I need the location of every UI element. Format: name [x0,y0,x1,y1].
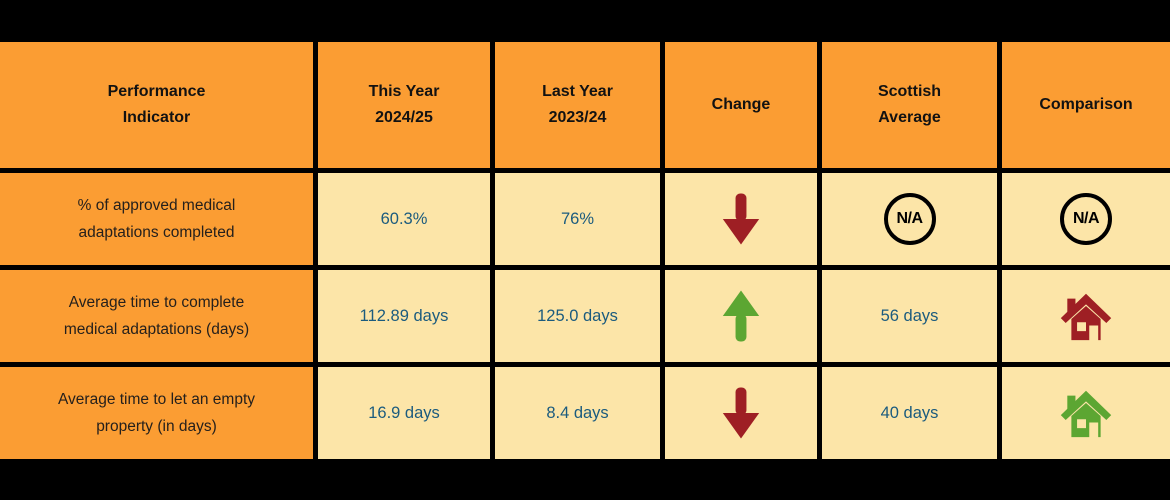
metric-value: 56 days [880,306,939,325]
indicator-cell: Average time to let an empty property (i… [0,367,313,459]
header-label: Change [711,96,771,113]
metric-value: 40 days [880,403,939,422]
metric-value: 8.4 days [546,403,609,422]
last-year-cell: 125.0 days [495,270,660,362]
header-label: Last Year 2023/24 [542,83,613,126]
header-label: Comparison [1039,96,1133,113]
header-last-year: Last Year 2023/24 [495,42,660,168]
change-cell [665,270,817,362]
na-badge-icon: N/A [883,193,936,245]
indicator-cell: % of approved medical adaptations comple… [0,173,313,265]
header-change: Change [665,42,817,168]
indicator-label: Average time to let an empty property (i… [57,391,255,435]
last-year-cell: 8.4 days [495,367,660,459]
last-year-cell: 76% [495,173,660,265]
header-label: Performance Indicator [107,83,206,126]
arrow-down-icon [721,384,761,442]
header-scottish-average: Scottish Average [822,42,997,168]
scottish-average-cell: N/A [822,173,997,265]
house-icon [1060,292,1112,341]
arrow-up-icon [721,287,761,345]
metric-value: 112.89 days [359,306,449,325]
header-label: This Year 2024/25 [368,83,440,126]
scottish-average-cell: 40 days [822,367,997,459]
house-icon [1060,389,1112,438]
header-performance-indicator: Performance Indicator [0,42,313,168]
comparison-cell [1002,367,1170,459]
change-cell [665,367,817,459]
performance-table: Performance Indicator This Year 2024/25 … [0,42,1170,459]
arrow-down-icon [721,190,761,248]
comparison-cell: N/A [1002,173,1170,265]
na-badge-icon: N/A [1060,193,1112,245]
scottish-average-cell: 56 days [822,270,997,362]
metric-value: 60.3% [380,209,428,228]
metric-value: 76% [560,209,595,228]
indicator-label: Average time to complete medical adaptat… [63,294,250,338]
comparison-cell [1002,270,1170,362]
indicator-cell: Average time to complete medical adaptat… [0,270,313,362]
this-year-cell: 16.9 days [318,367,490,459]
metric-value: 125.0 days [537,306,618,325]
metric-value: 16.9 days [368,403,440,422]
indicator-label: % of approved medical adaptations comple… [77,197,236,241]
change-cell [665,173,817,265]
this-year-cell: 112.89 days [318,270,490,362]
header-comparison: Comparison [1002,42,1170,168]
this-year-cell: 60.3% [318,173,490,265]
header-label: Scottish Average [877,83,942,126]
header-this-year: This Year 2024/25 [318,42,490,168]
